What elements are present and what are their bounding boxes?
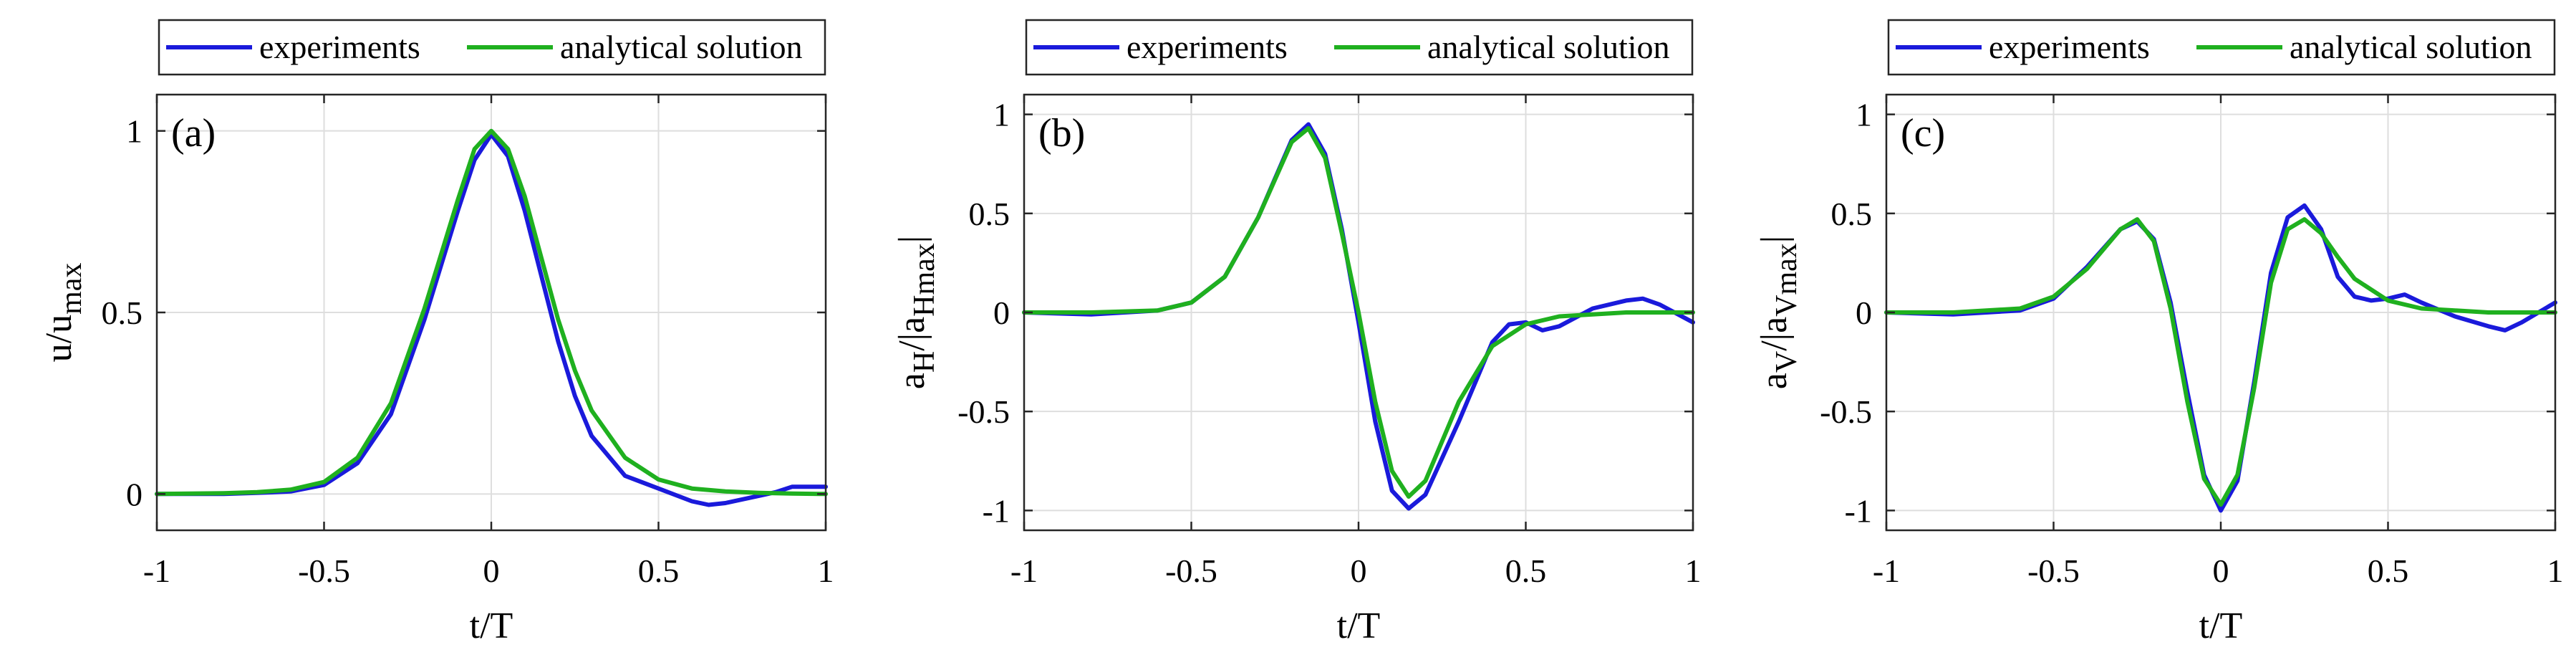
- y-axis-label-part: |: [892, 236, 932, 243]
- y-tick-label: 1: [1856, 97, 1872, 133]
- legend-entry-label: experiments: [1127, 29, 1288, 65]
- y-tick-label: 0.5: [102, 295, 143, 331]
- panel-3: -1 -0.5 0 0.5 1 -1 -0.5 0 0.5 1 t/T aV/|aVmax| (c) ex…: [1754, 19, 2564, 646]
- legend-entry-label: analytical solution: [2290, 29, 2532, 65]
- panel-1: -1 -0.5 0 0.5 1 0 0.5 1 t/T u/umax (a) experiments a…: [39, 19, 834, 646]
- y-axis-label: aV/|aVmax|: [1754, 236, 1803, 389]
- y-axis-label-subscript: max: [55, 263, 88, 315]
- y-axis-label-part: a: [1754, 373, 1795, 389]
- legend: experiments analytical solution: [1887, 19, 2556, 76]
- legend-entry-label: analytical solution: [560, 29, 803, 65]
- x-tick-label: -0.5: [1165, 553, 1217, 589]
- x-tick-label: 0: [2213, 553, 2229, 589]
- y-axis-label: u/umax: [39, 263, 88, 363]
- x-tick-label: 0.5: [1505, 553, 1547, 589]
- y-axis-label-subscript: V: [1770, 351, 1803, 373]
- legend-entry-label: experiments: [259, 29, 420, 65]
- panel-2: -1 -0.5 0 0.5 1 -1 -0.5 0 0.5 1 t/T aH/|aHmax| (b) ex…: [892, 19, 1702, 646]
- legend: experiments analytical solution: [1025, 19, 1694, 76]
- x-tick-label: -0.5: [2027, 553, 2080, 589]
- legend-entry-label: experiments: [1989, 29, 2150, 65]
- panel-label: (a): [171, 111, 216, 156]
- y-tick-label: -0.5: [957, 393, 1010, 430]
- panel-label: (b): [1038, 111, 1085, 156]
- series-line-analytical-solution: [1884, 217, 2557, 507]
- y-axis-label-part: |: [1754, 236, 1795, 243]
- x-axis-label: t/T: [470, 606, 513, 646]
- x-tick-label: -1: [143, 553, 170, 589]
- y-tick-label: 0.5: [1831, 196, 1873, 232]
- x-tick-label: 1: [818, 553, 834, 589]
- y-tick-label: 1: [126, 113, 143, 150]
- y-axis-label-part: u/u: [39, 315, 79, 362]
- x-tick-label: -1: [1873, 553, 1900, 589]
- series-line-experiments: [155, 132, 828, 507]
- x-tick-label: 1: [1685, 553, 1702, 589]
- series-line-analytical-solution: [155, 128, 828, 497]
- y-tick-label: 0.5: [969, 196, 1010, 232]
- y-axis-label-subscript: Vmax: [1770, 243, 1803, 317]
- y-axis-label-part: /|a: [1754, 317, 1795, 351]
- x-tick-label: -1: [1010, 553, 1038, 589]
- y-tick-label: 0: [126, 476, 143, 512]
- y-tick-label: -1: [1845, 492, 1872, 529]
- y-tick-label: -0.5: [1820, 393, 1872, 430]
- y-axis-label-subscript: H: [908, 351, 941, 373]
- x-tick-label: 0: [1351, 553, 1367, 589]
- x-tick-label: 1: [2547, 553, 2564, 589]
- y-axis-label-subscript: Hmax: [908, 243, 941, 317]
- legend: experiments analytical solution: [158, 19, 826, 76]
- y-tick-label: 0: [993, 295, 1010, 331]
- legend-entry-label: analytical solution: [1427, 29, 1670, 65]
- y-tick-label: 0: [1856, 295, 1872, 331]
- y-axis-label: aH/|aHmax|: [892, 236, 941, 389]
- panel-label: (c): [1901, 111, 1945, 156]
- x-tick-label: 0: [483, 553, 500, 589]
- x-tick-label: 0.5: [2368, 553, 2409, 589]
- y-axis-label-part: a: [892, 373, 932, 389]
- y-tick-label: -1: [983, 492, 1010, 529]
- x-axis-label: t/T: [2199, 606, 2243, 646]
- series-line-analytical-solution: [1022, 126, 1695, 499]
- y-tick-label: 1: [993, 97, 1010, 133]
- y-axis-label-part: /|a: [892, 317, 932, 351]
- x-tick-label: -0.5: [298, 553, 350, 589]
- x-tick-label: 0.5: [638, 553, 680, 589]
- x-axis-label: t/T: [1337, 606, 1381, 646]
